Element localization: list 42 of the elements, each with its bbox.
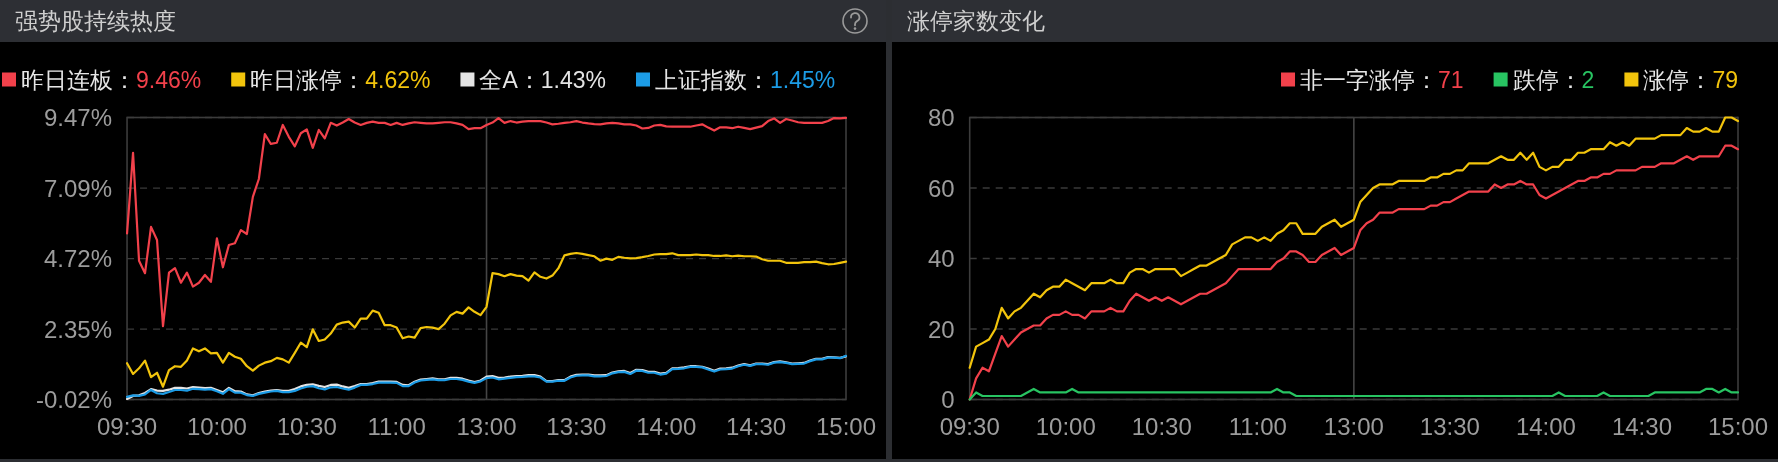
x-tick-label: 15:00 bbox=[1707, 412, 1769, 440]
y-tick-label: 80 bbox=[928, 104, 955, 131]
x-tick-label: 10:00 bbox=[186, 412, 247, 440]
line-series bbox=[968, 387, 1740, 401]
legend-label: 非一字涨停：71 bbox=[1300, 66, 1464, 93]
y-tick-label: 40 bbox=[928, 245, 955, 272]
chart-title: 强势股持续热度 bbox=[15, 8, 176, 34]
y-tick-label: 9.47% bbox=[43, 104, 113, 131]
legend-label: 昨日连板：9.46% bbox=[21, 66, 202, 93]
line-series bbox=[968, 116, 1740, 369]
y-tick-label: 60 bbox=[928, 174, 955, 202]
x-tick-label: 10:00 bbox=[1035, 412, 1096, 440]
legend-label: 全A：1.43% bbox=[479, 66, 606, 93]
y-tick-label: 7.09% bbox=[43, 174, 113, 202]
legend-label: 昨日涨停：4.62% bbox=[250, 66, 431, 93]
x-tick-label: 13:30 bbox=[546, 412, 607, 440]
x-tick-label: 11:00 bbox=[367, 412, 426, 440]
line-series bbox=[968, 144, 1740, 401]
y-tick-label: 0 bbox=[941, 386, 955, 413]
x-tick-label: 14:00 bbox=[1515, 412, 1576, 440]
x-tick-label: 13:00 bbox=[456, 412, 517, 440]
x-tick-label: 10:30 bbox=[276, 412, 337, 440]
legend-label: 跌停：2 bbox=[1512, 66, 1595, 93]
line-series bbox=[125, 116, 848, 328]
chart-title: 涨停家数变化 bbox=[907, 8, 1045, 34]
x-tick-label: 14:30 bbox=[726, 412, 787, 440]
legend-label: 涨停：79 bbox=[1643, 66, 1738, 93]
x-tick-label: 14:00 bbox=[636, 412, 697, 440]
x-tick-label: 13:00 bbox=[1323, 412, 1384, 440]
legend-label: 上证指数：1.45% bbox=[655, 66, 836, 93]
x-tick-label: 09:30 bbox=[97, 412, 158, 440]
x-tick-label: 09:30 bbox=[939, 412, 1000, 440]
y-tick-label: -0.02% bbox=[36, 386, 113, 413]
y-tick-label: 20 bbox=[928, 315, 955, 343]
x-tick-label: 10:30 bbox=[1131, 412, 1192, 440]
y-tick-label: 2.35% bbox=[43, 315, 113, 343]
x-tick-label: 14:30 bbox=[1611, 412, 1672, 440]
y-tick-label: 4.72% bbox=[43, 245, 113, 273]
x-tick-label: 11:00 bbox=[1228, 412, 1287, 440]
x-tick-label: 13:30 bbox=[1419, 412, 1480, 440]
line-series bbox=[125, 251, 848, 388]
x-tick-label: 15:00 bbox=[815, 412, 877, 440]
